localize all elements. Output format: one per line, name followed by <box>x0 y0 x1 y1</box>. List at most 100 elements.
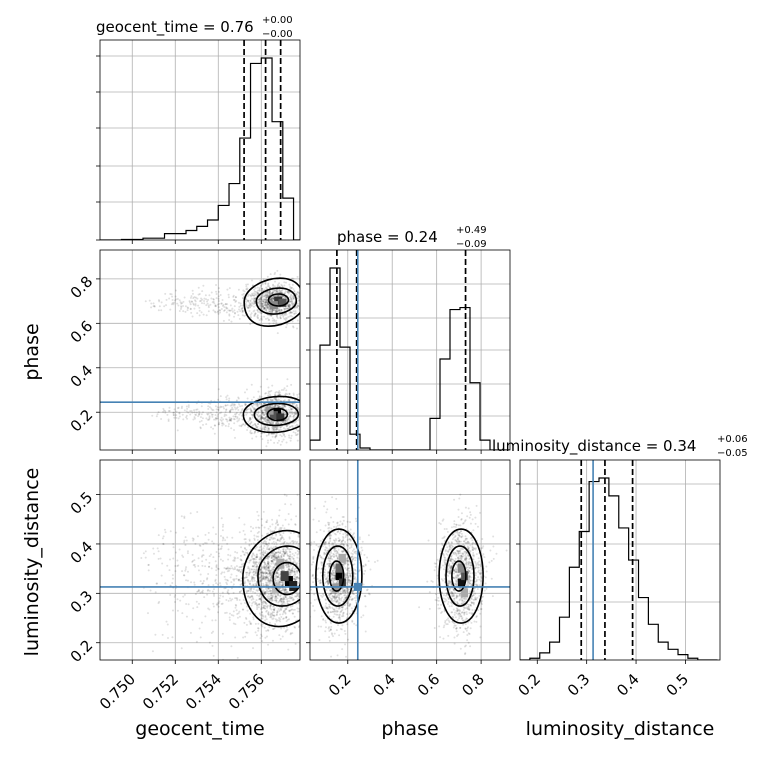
phase-vs-geocent-time-point <box>184 296 186 298</box>
ldist-vs-geocent-time-point <box>172 557 174 559</box>
ldist-vs-phase-point <box>355 518 357 520</box>
phase-vs-geocent-time-point <box>274 320 276 322</box>
ldist-vs-geocent-time-point <box>261 566 263 568</box>
phase-vs-geocent-time-point <box>245 414 247 416</box>
phase-vs-geocent-time-point <box>192 418 194 420</box>
ldist-vs-geocent-time-point <box>244 602 246 604</box>
phase-vs-geocent-time-point <box>246 304 248 306</box>
ldist-vs-phase-point <box>328 560 330 562</box>
ldist-vs-phase-point <box>323 530 325 532</box>
phase-vs-geocent-time-point <box>182 418 184 420</box>
phase-vs-geocent-time-point <box>267 399 269 401</box>
phase-vs-geocent-time-point <box>302 293 304 295</box>
phase-vs-geocent-time-point <box>253 301 255 303</box>
phase-vs-geocent-time-point <box>226 307 228 309</box>
geocent-time-xtick-label-3: 0.756 <box>225 670 268 713</box>
phase-vs-geocent-time-point <box>261 317 263 319</box>
phase-vs-geocent-time-point <box>190 295 192 297</box>
ldist-vs-geocent-time-point <box>261 614 263 616</box>
phase-vs-geocent-time-point <box>289 301 291 303</box>
ldist-vs-geocent-time-point <box>212 527 214 529</box>
phase-vs-geocent-time-point <box>297 430 299 432</box>
ldist-vs-geocent-time-point <box>186 540 188 542</box>
ldist-vs-geocent-time-point <box>261 625 263 627</box>
ldist-vs-phase-point <box>343 520 345 522</box>
ldist-vs-geocent-time-point <box>226 543 228 545</box>
ldist-vs-geocent-time-point <box>303 585 305 587</box>
ldist-vs-geocent-time-point <box>268 584 270 586</box>
ldist-vs-geocent-time-point <box>289 551 291 553</box>
phase-vs-geocent-time-point <box>284 436 286 438</box>
ldist-vs-geocent-time-point <box>196 511 198 513</box>
phase-vs-geocent-time-point <box>225 396 227 398</box>
ldist-vs-phase-point <box>313 549 315 551</box>
phase-vs-geocent-time-point <box>230 427 232 429</box>
phase-vs-geocent-time-point <box>210 298 212 300</box>
phase-vs-geocent-time-point <box>296 404 298 406</box>
ldist-vs-geocent-time-point <box>213 542 215 544</box>
ldist-vs-geocent-time-point <box>261 612 263 614</box>
ldist-vs-geocent-time-point <box>194 543 196 545</box>
ldist-vs-geocent-time-point <box>306 564 308 566</box>
ldist-vs-geocent-time-point <box>277 576 279 578</box>
phase-vs-geocent-time-point <box>291 412 293 414</box>
phase-vs-geocent-time-point <box>260 432 262 434</box>
ldist-vs-geocent-time-point <box>272 552 274 554</box>
ldist-vs-geocent-time-point <box>289 610 291 612</box>
ldist-vs-geocent-time-point <box>222 529 224 531</box>
phase-vs-geocent-time-point <box>292 284 294 286</box>
phase-vs-geocent-time-point <box>293 297 295 299</box>
ldist-vs-geocent-time-point <box>234 637 236 639</box>
phase-vs-geocent-time-point <box>179 299 181 301</box>
ldist-vs-geocent-time-point <box>285 549 287 551</box>
ldist-vs-geocent-time-point <box>243 553 245 555</box>
phase-vs-geocent-time-point <box>210 426 212 428</box>
phase-vs-geocent-time-point <box>235 300 237 302</box>
phase-vs-geocent-time-point <box>288 305 290 307</box>
ldist-vs-geocent-time-point <box>173 546 175 548</box>
ldist-vs-geocent-time-point <box>244 547 246 549</box>
phase-vs-geocent-time-point <box>264 308 266 310</box>
ldist-vs-geocent-time-point <box>248 601 250 603</box>
ldist-vs-phase-point <box>328 626 330 628</box>
phase-vs-geocent-time-point <box>279 392 281 394</box>
phase-vs-geocent-time-point <box>164 293 166 295</box>
ldist-vs-geocent-time-point <box>278 549 280 551</box>
phase-vs-geocent-time-point <box>179 415 181 417</box>
phase-vs-geocent-time-point <box>202 424 204 426</box>
ldist-vs-geocent-time-point <box>261 518 263 520</box>
phase-vs-geocent-time-point <box>303 449 305 451</box>
phase-vs-geocent-time-point <box>229 310 231 312</box>
phase-vs-geocent-time-point <box>278 399 280 401</box>
ldist-vs-geocent-time-point <box>181 554 183 556</box>
phase-vs-geocent-time-point <box>218 291 220 293</box>
ldist-vs-geocent-time-point <box>161 575 163 577</box>
ldist-vs-geocent-time-point <box>261 602 263 604</box>
ldist-vs-geocent-time-point <box>211 567 213 569</box>
ldist-vs-geocent-time-point <box>261 524 263 526</box>
phase-vs-geocent-time-point <box>189 410 191 412</box>
ldist-vs-geocent-time-point <box>211 619 213 621</box>
phase-ytick-label-0: 0.2 <box>67 406 97 436</box>
phase-vs-geocent-time-point <box>201 311 203 313</box>
ldist-vs-geocent-time-point <box>254 562 256 564</box>
ldist-vs-geocent-time-point <box>165 531 167 533</box>
phase-vs-geocent-time-point <box>217 406 219 408</box>
ldist-vs-geocent-time-point <box>237 557 239 559</box>
phase-vs-geocent-time-point <box>248 304 250 306</box>
ldist-vs-geocent-time-point <box>293 571 295 573</box>
ldist-vs-geocent-time-point <box>218 568 220 570</box>
ldist-vs-geocent-time-point <box>262 589 264 591</box>
phase-vs-geocent-time-point <box>218 306 220 308</box>
ldist-vs-geocent-time-point <box>289 538 291 540</box>
ldist-vs-geocent-time-point <box>279 618 281 620</box>
ldist-vs-geocent-time-point <box>264 591 266 593</box>
ldist-vs-geocent-time-point <box>290 532 292 534</box>
phase-vs-geocent-time-point <box>274 281 276 283</box>
ldist-vs-geocent-time-point <box>283 555 285 557</box>
phase-vs-geocent-time-point <box>234 413 236 415</box>
ldist-vs-geocent-time-point <box>218 600 220 602</box>
phase-vs-geocent-time-point <box>303 390 305 392</box>
ldist-vs-geocent-time-point <box>281 581 283 583</box>
ldist-vs-geocent-time-point <box>206 542 208 544</box>
